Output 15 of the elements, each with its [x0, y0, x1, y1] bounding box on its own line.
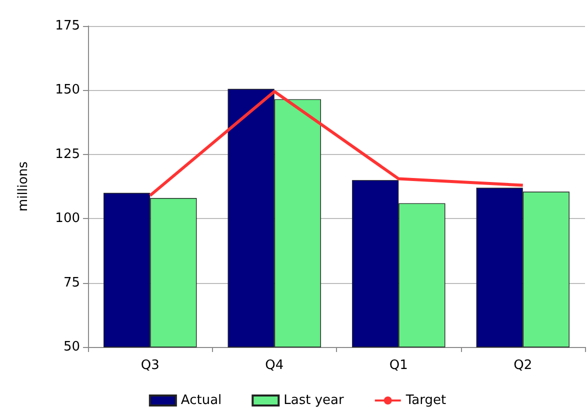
x-tick-label: Q2 [514, 358, 532, 373]
x-tick-label: Q1 [389, 358, 408, 373]
y-tick-label: 175 [55, 18, 80, 34]
legend-label: Actual [180, 393, 222, 408]
x-tick-label: Q4 [265, 358, 284, 373]
x-tick-label: Q3 [140, 358, 160, 373]
line-series [148, 90, 524, 197]
y-axis-title: millions [16, 161, 31, 212]
legend-label: Target [404, 393, 446, 408]
y-tick-label: 75 [63, 275, 80, 290]
y-tick-label: 50 [63, 340, 80, 354]
y-tick-label: 125 [55, 146, 80, 162]
y-tick-label: 100 [55, 211, 80, 226]
legend-label: Last year [284, 393, 345, 408]
y-tick-label: 150 [55, 82, 80, 98]
